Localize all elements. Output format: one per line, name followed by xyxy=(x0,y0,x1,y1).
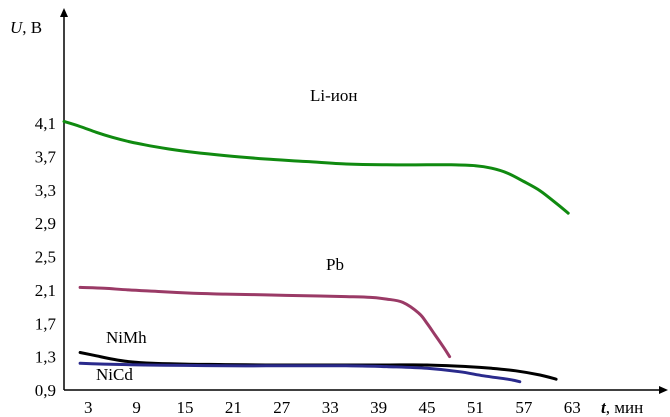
axes xyxy=(60,8,668,394)
x-axis-symbol: t xyxy=(601,398,607,417)
x-tick-label: 51 xyxy=(467,398,484,417)
x-tick-label: 27 xyxy=(273,398,291,417)
series-label-nicd: NiCd xyxy=(96,365,133,384)
series-labels: Li-ион Pb NiMh NiCd xyxy=(96,86,357,384)
y-tick-label: 2,1 xyxy=(35,281,56,300)
series-lines xyxy=(62,120,570,384)
x-tick-labels: 3 9 15 21 27 33 39 45 51 57 63 xyxy=(84,398,581,417)
x-axis-unit: , мин xyxy=(606,398,643,417)
x-tick-label: 57 xyxy=(515,398,533,417)
x-tick-label: 33 xyxy=(322,398,339,417)
x-tick-label: 15 xyxy=(177,398,194,417)
series-label-pb: Pb xyxy=(326,255,344,274)
series-label-nimh: NiMh xyxy=(106,328,147,347)
y-tick-label: 1,3 xyxy=(35,348,56,367)
x-tick-label: 3 xyxy=(84,398,93,417)
y-tick-label: 3,3 xyxy=(35,181,56,200)
y-tick-label: 2,9 xyxy=(35,214,56,233)
y-tick-label: 3,7 xyxy=(35,147,57,166)
x-axis-title: t, мин xyxy=(601,398,643,417)
x-tick-label: 63 xyxy=(564,398,581,417)
series-label-li-ion: Li-ион xyxy=(310,86,357,105)
series-line-li-ион xyxy=(62,120,570,215)
series-line-pb xyxy=(78,285,452,359)
y-tick-labels: 0,9 1,3 1,7 2,1 2,5 2,9 3,3 3,7 4,1 xyxy=(35,114,57,400)
y-tick-label: 1,7 xyxy=(35,314,57,333)
y-axis-symbol: U xyxy=(10,18,24,37)
y-axis-unit: , В xyxy=(22,18,42,37)
x-tick-label: 21 xyxy=(225,398,242,417)
x-tick-label: 39 xyxy=(370,398,387,417)
y-axis-title: U, В xyxy=(10,18,42,37)
x-tick-label: 9 xyxy=(132,398,141,417)
y-tick-label: 2,5 xyxy=(35,248,56,267)
x-tick-label: 45 xyxy=(419,398,436,417)
y-tick-label: 4,1 xyxy=(35,114,56,133)
y-tick-label: 0,9 xyxy=(35,381,56,400)
series-line-nicd xyxy=(78,361,522,384)
